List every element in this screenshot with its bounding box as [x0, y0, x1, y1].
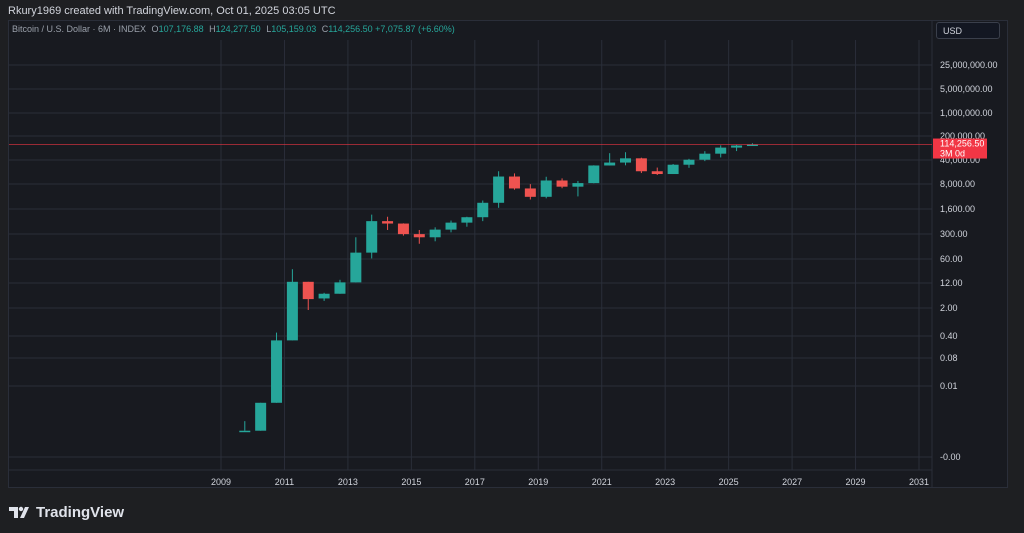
candle-body [286, 281, 298, 341]
y-tick-label: 1,000,000.00 [940, 108, 993, 118]
x-tick-label: 2015 [401, 477, 421, 487]
candle-body [715, 147, 727, 154]
x-tick-label: 2009 [211, 477, 231, 487]
brand-name: TradingView [36, 503, 125, 521]
x-tick-label: 2031 [909, 477, 929, 487]
candle-body [508, 176, 520, 189]
y-tick-label: 300.00 [940, 229, 968, 239]
y-tick-label: 8,000.00 [940, 179, 975, 189]
candle-body [318, 293, 330, 299]
y-tick-label: 200,000.00 [940, 131, 985, 141]
candle-body [635, 158, 647, 172]
candle-body [556, 180, 568, 187]
candle-body [572, 183, 584, 187]
candle-body [366, 221, 378, 253]
candle-body [429, 229, 441, 238]
close-value: 114,256.50 [328, 24, 373, 34]
open-value: 107,176.88 [158, 24, 204, 34]
current-price-value: 114,256.50 [940, 139, 984, 149]
current-price-tag [933, 138, 987, 159]
candle-body [302, 281, 314, 300]
candle-body [334, 282, 346, 294]
candle-body [239, 430, 251, 433]
y-tick-label: 40,000.00 [940, 155, 980, 165]
candle-body [382, 221, 394, 224]
candle-body [620, 158, 632, 163]
candle-body [588, 165, 600, 184]
candle-body [445, 222, 457, 230]
candle-body [699, 153, 711, 160]
candle-body [731, 145, 743, 148]
candle-body [540, 180, 552, 197]
ohlc-legend: Bitcoin / U.S. Dollar · 6M · INDEX O107,… [12, 24, 455, 34]
candle-body [651, 171, 663, 175]
x-tick-label: 2011 [275, 477, 294, 487]
x-tick-label: 2023 [655, 477, 675, 487]
created-by-text: Rkury1969 created with TradingView.com, … [8, 5, 336, 17]
y-tick-label: 1,600.00 [940, 204, 975, 214]
change-value: +7,075.87 (+6.60%) [375, 24, 455, 34]
candle-body [477, 202, 489, 218]
x-tick-label: 2029 [846, 477, 866, 487]
candle-body [413, 234, 425, 238]
candle-body [271, 340, 283, 403]
low-value: 105,159.03 [271, 24, 317, 34]
candle-body [604, 162, 616, 166]
x-tick-label: 2021 [592, 477, 612, 487]
x-tick-label: 2017 [465, 477, 485, 487]
currency-button[interactable]: USD [936, 22, 1000, 39]
y-tick-label: 0.01 [940, 381, 958, 391]
candle-body [493, 176, 505, 203]
candle-body [667, 164, 679, 175]
y-tick-label: 60.00 [940, 254, 963, 264]
x-tick-label: 2025 [719, 477, 739, 487]
candle-body [350, 252, 362, 283]
chart-panel[interactable] [8, 20, 1008, 488]
candle-body [524, 188, 536, 197]
candle-body [461, 217, 473, 223]
symbol-name: Bitcoin / U.S. Dollar · 6M · INDEX [12, 24, 147, 34]
x-tick-label: 2013 [338, 477, 358, 487]
candle-body [397, 223, 409, 235]
y-tick-label: 5,000,000.00 [940, 84, 993, 94]
y-tick-label: 12.00 [940, 278, 963, 288]
y-tick-label: 0.40 [940, 331, 958, 341]
candle-countdown: 3M 0d [940, 149, 965, 159]
footer-logo: TradingView [8, 502, 124, 522]
y-tick-label: 0.08 [940, 353, 958, 363]
y-tick-label: 25,000,000.00 [940, 60, 998, 70]
high-value: 124,277.50 [215, 24, 261, 34]
y-tick-label: 2.00 [940, 303, 958, 313]
x-tick-label: 2027 [782, 477, 802, 487]
candle-body [746, 144, 758, 147]
y-tick-label: -0.00 [940, 452, 961, 462]
candle-body [683, 159, 695, 165]
tradingview-logo-icon [9, 506, 29, 518]
x-tick-label: 2019 [528, 477, 548, 487]
candle-body [255, 402, 267, 431]
